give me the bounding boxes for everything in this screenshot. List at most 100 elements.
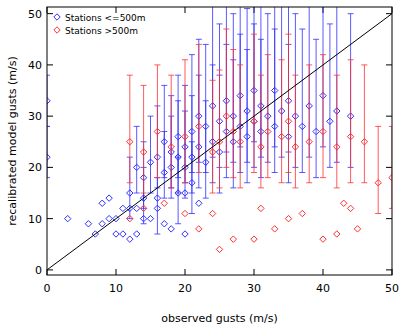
error-bar: [175, 157, 181, 224]
point: [327, 118, 333, 124]
error-cap: [244, 182, 250, 183]
error-cap: [361, 182, 367, 183]
error-cap: [258, 187, 264, 188]
x-axis-label: observed gusts (m/s): [161, 312, 277, 325]
error-cap: [299, 172, 305, 173]
error-cap: [196, 172, 202, 173]
error-cap: [313, 39, 319, 40]
error-cap: [237, 64, 243, 65]
error-stem: [350, 60, 351, 183]
y-tick: [47, 218, 53, 219]
error-cap: [182, 59, 188, 60]
error-cap: [210, 80, 216, 81]
error-cap: [168, 187, 174, 188]
error-bar: [182, 60, 188, 183]
point: [106, 195, 112, 201]
point: [334, 231, 340, 237]
error-cap: [161, 198, 167, 199]
point: [127, 139, 133, 145]
error-bar: [313, 39, 319, 177]
point: [140, 149, 146, 155]
error-cap: [168, 198, 174, 199]
error-cap: [196, 187, 202, 188]
point: [134, 231, 140, 237]
error-stem: [129, 75, 130, 183]
error-bar: [223, 29, 229, 167]
x-tick-label: 50: [385, 282, 399, 295]
error-cap: [154, 177, 160, 178]
error-cap: [168, 75, 174, 76]
error-cap: [230, 187, 236, 188]
error-cap: [161, 177, 167, 178]
error-cap: [334, 187, 340, 188]
error-stem: [205, 44, 206, 172]
error-bar: [148, 116, 154, 193]
error-stem: [233, 50, 234, 178]
x-tick: [323, 269, 324, 275]
error-stem: [164, 85, 165, 177]
point: [278, 133, 284, 139]
error-cap: [182, 182, 188, 183]
error-cap: [320, 177, 326, 178]
point: [154, 205, 160, 211]
point: [196, 200, 202, 206]
error-stem: [295, 75, 296, 188]
point: [347, 205, 353, 211]
point: [99, 221, 105, 227]
error-cap: [168, 187, 174, 188]
x-tick-top: [185, 7, 186, 13]
error-cap: [258, 75, 264, 76]
point: [182, 190, 188, 196]
error-cap: [286, 182, 292, 183]
point: [251, 118, 257, 124]
point: [140, 215, 146, 221]
error-stem: [302, 29, 303, 172]
point: [154, 195, 160, 201]
error-bar: [161, 85, 167, 177]
legend-label: Stations <=500m: [65, 13, 146, 23]
point: [299, 123, 305, 129]
y-tick-label: 30: [28, 110, 42, 123]
error-cap: [348, 182, 354, 183]
error-cap: [148, 116, 154, 117]
error-cap: [272, 172, 278, 173]
error-bar: [127, 75, 133, 183]
error-stem: [219, 70, 220, 188]
x-tick-label: 0: [44, 282, 51, 295]
error-cap: [265, 54, 271, 55]
point: [161, 169, 167, 175]
point: [347, 133, 353, 139]
error-stem: [364, 65, 365, 183]
error-stem: [143, 85, 144, 193]
y-axis-label: recalibrated model gusts (m/s): [6, 56, 19, 225]
error-cap: [272, 146, 278, 147]
plot-area: [47, 7, 392, 270]
error-stem: [157, 65, 158, 178]
point: [320, 128, 326, 134]
reference-line: [47, 14, 392, 270]
error-cap: [175, 223, 181, 224]
point: [354, 226, 360, 232]
error-cap: [306, 182, 312, 183]
point: [313, 128, 319, 134]
error-bar: [154, 65, 160, 178]
error-stem: [191, 142, 192, 214]
error-cap: [175, 75, 181, 76]
point: [120, 205, 126, 211]
error-cap: [334, 75, 340, 76]
legend-label: Stations >500m: [65, 26, 138, 36]
error-cap: [210, 193, 216, 194]
error-cap: [189, 54, 195, 55]
error-cap: [161, 85, 167, 86]
error-stem: [136, 126, 137, 193]
point: [140, 205, 146, 211]
error-bar: [334, 75, 340, 188]
error-cap: [286, 172, 292, 173]
y-tick-label: 0: [35, 264, 42, 277]
y-tick-label: 50: [28, 8, 42, 21]
error-stem: [150, 116, 151, 193]
error-cap: [251, 172, 257, 173]
error-bar: [141, 85, 147, 193]
legend-marker: [54, 14, 60, 20]
error-stem: [254, 34, 255, 172]
